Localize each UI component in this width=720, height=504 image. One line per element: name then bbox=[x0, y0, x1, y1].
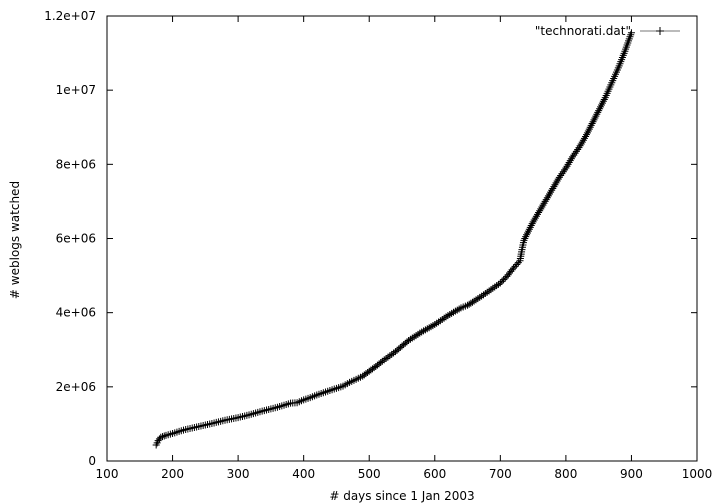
x-tick-label: 400 bbox=[292, 467, 315, 481]
x-tick-label: 900 bbox=[620, 467, 643, 481]
x-tick-label: 100 bbox=[96, 467, 119, 481]
y-tick-label: 6e+06 bbox=[56, 232, 96, 246]
data-point bbox=[403, 338, 411, 346]
axis-tick-labels: 100 200 300 400 500 600 700 800 900 1000 0 2e+06 4e+… bbox=[44, 9, 712, 481]
x-tick-label: 300 bbox=[227, 467, 250, 481]
data-point bbox=[159, 433, 167, 441]
series-line bbox=[155, 32, 632, 446]
data-point bbox=[508, 266, 516, 274]
x-tick-label: 700 bbox=[489, 467, 512, 481]
y-axis-label: # weblogs watched bbox=[8, 181, 22, 299]
data-point bbox=[377, 359, 385, 367]
series-layer bbox=[152, 29, 635, 449]
legend-plus-marker bbox=[656, 27, 664, 35]
y-tick-label: 4e+06 bbox=[56, 306, 96, 320]
data-point bbox=[627, 29, 635, 37]
x-tick-label: 1000 bbox=[682, 467, 713, 481]
x-tick-label: 500 bbox=[358, 467, 381, 481]
y-tick-label: 1e+07 bbox=[56, 83, 96, 97]
data-point bbox=[498, 277, 506, 285]
legend-label: "technorati.dat" bbox=[535, 24, 631, 38]
y-tick-label: 1.2e+07 bbox=[44, 9, 96, 23]
axis-ticks bbox=[106, 15, 698, 462]
data-point bbox=[157, 433, 165, 441]
legend: "technorati.dat" bbox=[535, 24, 680, 38]
data-point bbox=[496, 279, 504, 287]
data-point bbox=[500, 276, 508, 284]
data-point bbox=[501, 274, 509, 282]
legend-marker bbox=[656, 27, 664, 35]
data-point bbox=[160, 432, 168, 440]
x-tick-label: 600 bbox=[423, 467, 446, 481]
x-tick-label: 800 bbox=[554, 467, 577, 481]
x-tick-label: 200 bbox=[161, 467, 184, 481]
x-axis-label: # days since 1 Jan 2003 bbox=[329, 489, 474, 503]
y-tick-label: 8e+06 bbox=[56, 157, 96, 171]
y-tick-label: 2e+06 bbox=[56, 380, 96, 394]
data-point bbox=[468, 298, 476, 306]
series-points bbox=[152, 29, 635, 449]
y-tick-label: 0 bbox=[88, 454, 96, 468]
